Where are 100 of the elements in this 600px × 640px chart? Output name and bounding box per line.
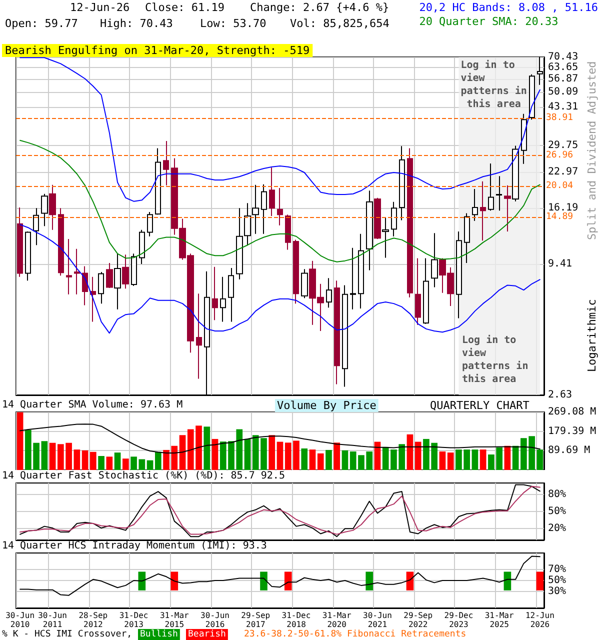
- bar: [342, 450, 348, 470]
- x-tick-label: 31-Dec 2013: [119, 611, 148, 629]
- candlestick: [244, 202, 251, 246]
- candlestick: [163, 140, 169, 186]
- line-series: [20, 140, 540, 262]
- x-tick-label: 12-Jun 2026: [525, 611, 555, 629]
- text: 20,2 HC Bands: 8.08 , 51.16: [419, 1, 598, 14]
- ref-line-label: 14.89: [546, 212, 574, 222]
- text: Logarithmic: [586, 299, 598, 372]
- ref-line-label: 38.91: [546, 113, 574, 124]
- candlestick: [98, 272, 104, 304]
- x-tick-label: 30-Jun 2011: [38, 611, 68, 629]
- y-tick-label: 70.43: [548, 52, 578, 62]
- bar: [326, 450, 332, 470]
- candlestick: [147, 211, 153, 237]
- y-tick-label: 9.41: [548, 258, 572, 270]
- x-tick-label: 31-Mar 2020: [322, 611, 352, 629]
- candlestick: [293, 239, 299, 304]
- candlestick: [139, 229, 145, 265]
- bar: [334, 442, 340, 470]
- y-tick-label: 56.87: [548, 73, 578, 84]
- bar: [309, 450, 316, 470]
- text: Low: 53.70: [200, 17, 266, 30]
- candlestick: [114, 253, 121, 310]
- text: 12-Jun-26: [70, 1, 130, 14]
- candlestick: [49, 184, 56, 230]
- x-tick-label: 29-Dec 2023: [444, 611, 474, 629]
- candlestick: [196, 293, 202, 380]
- bar: [406, 434, 414, 470]
- band-label: Log in to view patterns in this area: [460, 59, 527, 110]
- bar: [447, 452, 454, 470]
- x-tick-label: 30-Jun 2016: [200, 611, 230, 629]
- y-tick-label: 80%: [548, 488, 566, 500]
- bar: [212, 438, 218, 470]
- candlestick: [391, 201, 397, 237]
- y-tick-label: 50%: [548, 575, 566, 586]
- y-tick-label: 2.63: [548, 390, 572, 400]
- annotation: Log in to view patterns in this area: [462, 334, 534, 385]
- chart-title: 14 Quarter HCS Intraday Momentum (IMI): 93.3: [2, 540, 267, 552]
- candlestick: [472, 188, 478, 222]
- candlestick: [358, 233, 364, 310]
- candlestick: [366, 190, 373, 271]
- text: High: 70.43: [100, 17, 173, 30]
- candlestick: [529, 74, 535, 120]
- x-tick-label: 31-Mar 2015: [160, 611, 190, 629]
- candlestick: [480, 180, 486, 242]
- candlestick: [342, 284, 348, 388]
- bar: [439, 451, 446, 470]
- candlestick: [488, 162, 494, 212]
- candlestick: [236, 208, 243, 280]
- candlestick: [277, 187, 283, 226]
- candlestick: [504, 184, 511, 232]
- candlestick: [334, 280, 340, 385]
- y-tick-label: 30%: [548, 586, 566, 597]
- bar: [472, 450, 478, 470]
- candlestick: [252, 184, 259, 234]
- y-tick-label: 63.65: [548, 62, 578, 73]
- bar: [114, 452, 121, 470]
- line-series: [20, 556, 540, 596]
- candlestick: [301, 268, 308, 299]
- y-tick-label: 269.08 M: [548, 406, 596, 418]
- y-tick-label: 20%: [548, 523, 566, 534]
- y-tick-label: 89.69 M: [548, 445, 590, 456]
- candlestick: [131, 253, 137, 286]
- bar: [82, 450, 88, 470]
- y-tick-label: 22.97: [548, 166, 578, 178]
- line-series: [20, 224, 540, 334]
- candlestick: [407, 148, 413, 298]
- candlestick: [464, 212, 470, 264]
- candlestick: [155, 148, 161, 216]
- text: Bearish: [188, 630, 226, 640]
- bar: [536, 450, 544, 470]
- y-tick-label: 50%: [548, 506, 566, 517]
- candlestick: [382, 216, 389, 258]
- y-tick-label: 43.31: [548, 101, 578, 112]
- text: Bullish: [140, 630, 178, 640]
- text: QUARTERLY CHART: [430, 399, 530, 412]
- candlestick: [17, 206, 23, 278]
- bar: [317, 453, 324, 470]
- text: Volume By Price: [277, 399, 376, 412]
- x-tick-label: 30-Jun 2010: [6, 611, 35, 629]
- bar: [98, 456, 104, 470]
- text: 20 Quarter SMA: 20.33: [419, 15, 558, 28]
- bar: [122, 458, 129, 470]
- bar: [480, 450, 486, 470]
- bar: [512, 446, 519, 470]
- bar: [106, 456, 113, 470]
- bar: [301, 448, 308, 470]
- chart-title: 14 Quarter SMA Volume: 97.63 M: [2, 400, 183, 410]
- chart-title: Bearish Engulfing on 31-Mar-20, Strength: -519: [5, 44, 310, 57]
- candlestick: [66, 238, 72, 295]
- bar: [276, 442, 284, 470]
- candlestick: [212, 266, 218, 321]
- bar: [179, 435, 186, 470]
- bar: [414, 442, 422, 470]
- bar: [154, 452, 162, 470]
- text: % K - HCS IMI Crossover,: [2, 630, 132, 640]
- bar: [74, 450, 80, 470]
- candlestick: [326, 278, 332, 308]
- candlestick: [399, 146, 405, 221]
